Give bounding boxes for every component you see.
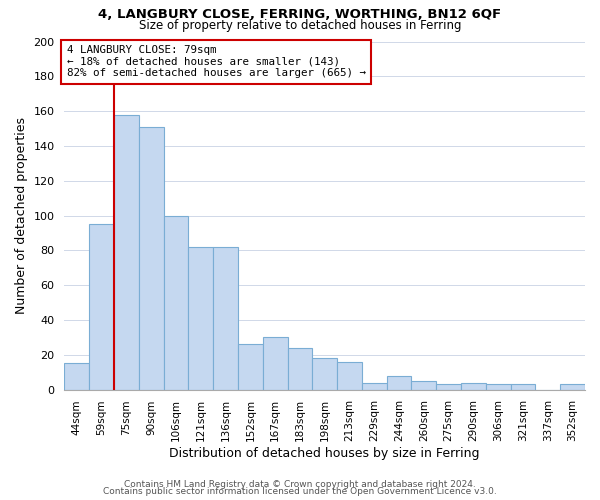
Text: 4, LANGBURY CLOSE, FERRING, WORTHING, BN12 6QF: 4, LANGBURY CLOSE, FERRING, WORTHING, BN…	[98, 8, 502, 20]
Text: 4 LANGBURY CLOSE: 79sqm
← 18% of detached houses are smaller (143)
82% of semi-d: 4 LANGBURY CLOSE: 79sqm ← 18% of detache…	[67, 45, 366, 78]
X-axis label: Distribution of detached houses by size in Ferring: Distribution of detached houses by size …	[169, 447, 480, 460]
Bar	[213, 247, 238, 390]
Bar	[89, 224, 114, 390]
Bar	[263, 338, 287, 390]
Bar	[560, 384, 585, 390]
Y-axis label: Number of detached properties: Number of detached properties	[15, 117, 28, 314]
Bar	[164, 216, 188, 390]
Bar	[436, 384, 461, 390]
Bar	[139, 127, 164, 390]
Bar	[362, 382, 386, 390]
Text: Contains HM Land Registry data © Crown copyright and database right 2024.: Contains HM Land Registry data © Crown c…	[124, 480, 476, 489]
Text: Contains public sector information licensed under the Open Government Licence v3: Contains public sector information licen…	[103, 487, 497, 496]
Bar	[337, 362, 362, 390]
Bar	[511, 384, 535, 390]
Bar	[412, 381, 436, 390]
Bar	[188, 247, 213, 390]
Bar	[114, 114, 139, 390]
Bar	[486, 384, 511, 390]
Text: Size of property relative to detached houses in Ferring: Size of property relative to detached ho…	[139, 19, 461, 32]
Bar	[287, 348, 313, 390]
Bar	[386, 376, 412, 390]
Bar	[64, 364, 89, 390]
Bar	[313, 358, 337, 390]
Bar	[238, 344, 263, 390]
Bar	[461, 382, 486, 390]
